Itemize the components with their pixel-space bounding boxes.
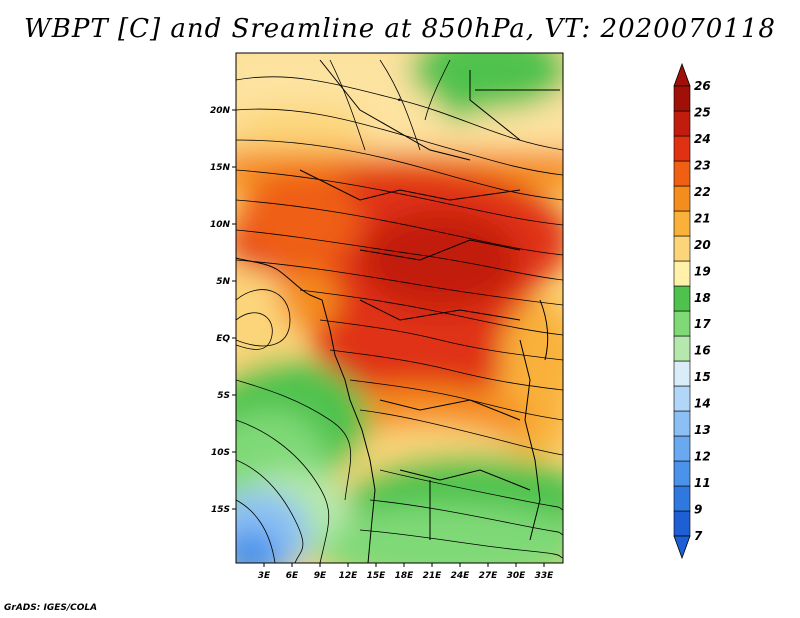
colorbar-label: 13 [694, 423, 711, 437]
colorbar-swatch [673, 310, 691, 337]
wbpt-shading [236, 53, 563, 563]
colorbar-swatch [673, 210, 691, 237]
colorbar-label: 15 [694, 370, 711, 384]
lon-label: 12E [339, 571, 359, 581]
lon-label: 9E [314, 571, 327, 581]
lon-label: 6E [286, 571, 299, 581]
colorbar-label: 16 [694, 344, 711, 358]
lon-label: 24E [451, 571, 471, 581]
colorbar-label: 9 [694, 503, 702, 517]
colorbar-label: 17 [694, 317, 711, 331]
lon-label: 15E [367, 571, 387, 581]
colorbar-label: 26 [694, 79, 711, 93]
colorbar-swatch [673, 285, 691, 312]
colorbar-swatch [673, 410, 691, 437]
chart-title: WBPT [C] and Sreamline at 850hPa, VT: 20… [24, 14, 776, 44]
colorbar-label: 21 [694, 211, 711, 225]
colorbar-swatch [673, 110, 691, 137]
country-borders [236, 59, 560, 563]
colorbar-swatch [673, 485, 691, 512]
lat-label: 15N [210, 163, 231, 173]
colorbar-label: 14 [694, 397, 711, 411]
lat-label: 10S [211, 448, 230, 458]
lat-ticks [232, 109, 236, 510]
colorbar-top-arrow [673, 62, 691, 87]
colorbar-label: 23 [694, 158, 711, 172]
colorbar-swatch [673, 435, 691, 462]
lat-label: 20N [210, 106, 231, 116]
colorbar-swatch [673, 235, 691, 262]
streamlines [236, 59, 563, 563]
colorbar-swatch [673, 460, 691, 487]
lon-labels: 3E 6E 9E 12E 15E 18E 21E 24E 27E 30E 33E [258, 571, 554, 581]
colorbar-bottom-arrow [673, 535, 691, 560]
lat-label: 5N [216, 277, 230, 287]
lon-label: 18E [395, 571, 415, 581]
map-frame [235, 52, 564, 564]
colorbar-label: 24 [694, 132, 711, 146]
colorbar-label: 7 [694, 529, 703, 543]
colorbar-swatch [673, 360, 691, 387]
lat-labels: 20N 15N 10N 5N EQ 5S 10S 15S [210, 106, 231, 515]
lon-label: 21E [423, 571, 443, 581]
colorbar-label: 18 [694, 291, 711, 305]
lon-ticks [263, 563, 545, 567]
lat-label: 5S [217, 391, 230, 401]
colorbar-swatch [673, 85, 691, 112]
colorbar: 7 9 11 12 13 14 15 16 17 18 19 20 21 22 23 24 25 26 [673, 62, 711, 560]
lon-label: 30E [507, 571, 527, 581]
colorbar-label: 11 [694, 476, 711, 490]
colorbar-swatch [673, 335, 691, 362]
colorbar-label: 25 [694, 105, 711, 119]
colorbar-label: 22 [694, 185, 711, 199]
colorbar-swatch [673, 385, 691, 412]
lon-label: 3E [258, 571, 271, 581]
colorbar-swatch [673, 135, 691, 162]
lon-label: 27E [479, 571, 499, 581]
lat-label: 15S [211, 505, 230, 515]
colorbar-label: 19 [694, 264, 711, 278]
lat-label: EQ [216, 334, 230, 344]
colorbar-swatch [673, 260, 691, 287]
credit-text: GrADS: IGES/COLA [4, 603, 98, 613]
colorbar-swatch [673, 185, 691, 212]
lon-label: 33E [535, 571, 555, 581]
colorbar-swatch [673, 510, 691, 537]
colorbar-label: 12 [694, 450, 711, 464]
colorbar-label: 20 [694, 238, 711, 252]
colorbar-swatch [673, 160, 691, 187]
lat-label: 10N [210, 220, 231, 230]
